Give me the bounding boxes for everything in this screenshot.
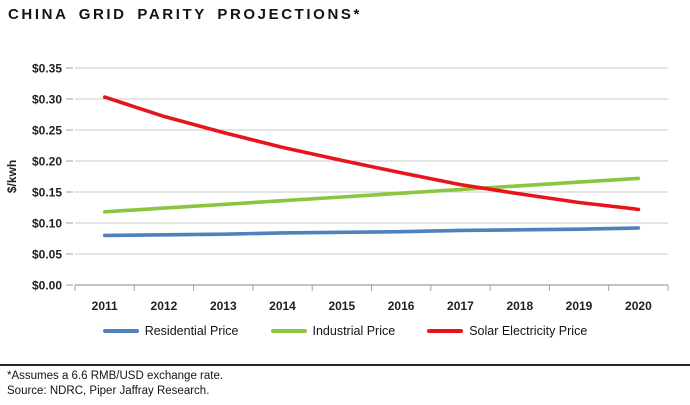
x-tick-label: 2011 (92, 299, 118, 313)
x-tick-label: 2018 (506, 299, 533, 313)
x-tick-label: 2015 (328, 299, 355, 313)
legend: Residential Price Industrial Price Solar E… (0, 324, 690, 338)
legend-item-residential-price: Residential Price (102, 324, 239, 338)
series-line-solar-electricity-price (102, 95, 641, 212)
x-tick-label: 2017 (447, 299, 474, 313)
y-tick-label: $0.30 (32, 93, 62, 107)
y-tick-label: $0.15 (32, 186, 62, 200)
legend-label: Industrial Price (312, 324, 396, 338)
footer: *Assumes a 6.6 RMB/USD exchange rate. So… (0, 364, 690, 399)
x-tick-label: 2016 (388, 299, 415, 313)
x-tick-label: 2013 (210, 299, 237, 313)
legend-line-swatch (427, 329, 464, 333)
y-tick-label: $0.10 (32, 217, 62, 231)
chart-title: CHINA GRID PARITY PROJECTIONS* (8, 6, 362, 23)
y-tick-label: $0.00 (32, 279, 62, 293)
series-line-industrial-price (102, 176, 641, 214)
legend-item-industrial-price: Industrial Price (270, 324, 396, 338)
footnote-exchange-rate: *Assumes a 6.6 RMB/USD exchange rate. (7, 370, 224, 382)
footnote-source: Source: NDRC, Piper Jaffray Research. (7, 384, 210, 397)
y-tick-label: $0.35 (32, 62, 62, 76)
y-tick-label: $0.25 (32, 124, 62, 138)
legend-item-solar-electricity-price: Solar Electricity Price (427, 324, 587, 338)
y-tick-label: $0.05 (32, 248, 62, 262)
legend-line-swatch (270, 329, 307, 333)
x-tick-label: 2012 (151, 299, 178, 313)
legend-line-swatch (102, 329, 139, 333)
y-tick-label: $0.20 (32, 155, 62, 169)
legend-label: Residential Price (144, 324, 239, 338)
series-line-residential-price (102, 226, 641, 238)
chart-svg: $0.35 $0.30 $0.25 $0.20 $0.15 $0.10 $0.05 $0.00… (5, 62, 669, 313)
x-tick-label: 2019 (566, 299, 593, 313)
y-axis-title: $/kwh (5, 160, 19, 193)
x-tick-label: 2014 (269, 299, 296, 313)
x-tick-label: 2020 (625, 299, 652, 313)
legend-label: Solar Electricity Price (469, 324, 588, 338)
